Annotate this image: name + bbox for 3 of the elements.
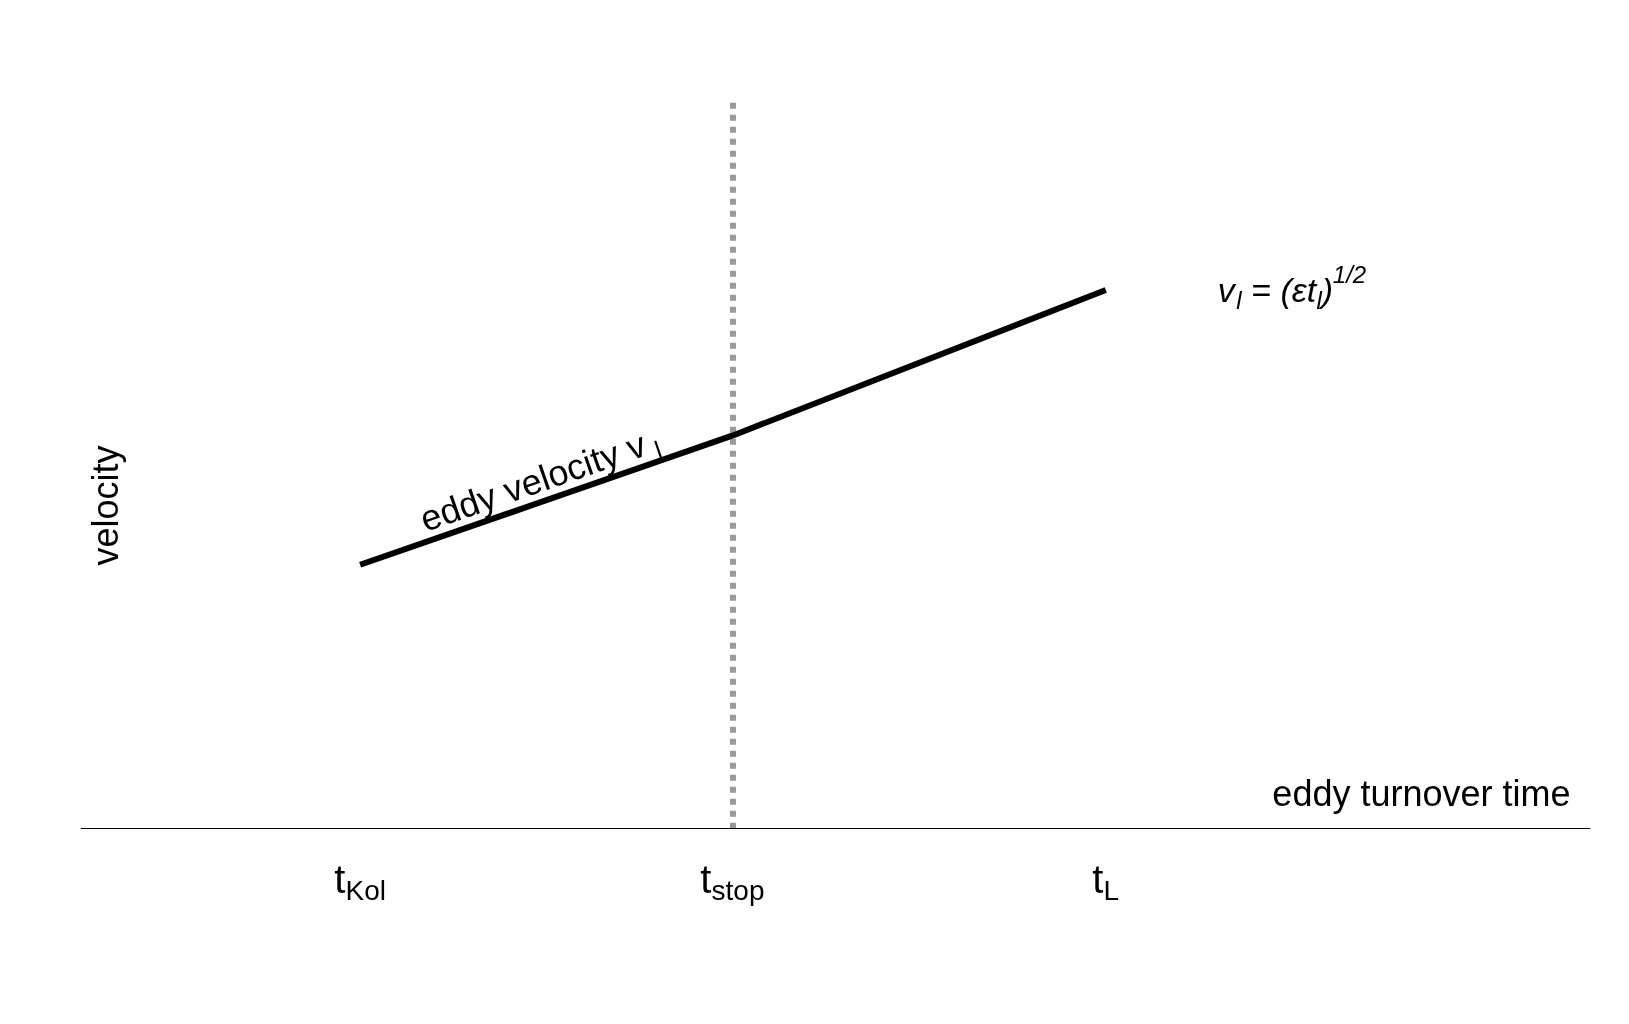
y-axis-title: velocity bbox=[84, 445, 126, 566]
x-axis-title: eddy turnover time bbox=[1272, 772, 1571, 814]
annotation: eddy velocity vl bbox=[414, 423, 666, 540]
